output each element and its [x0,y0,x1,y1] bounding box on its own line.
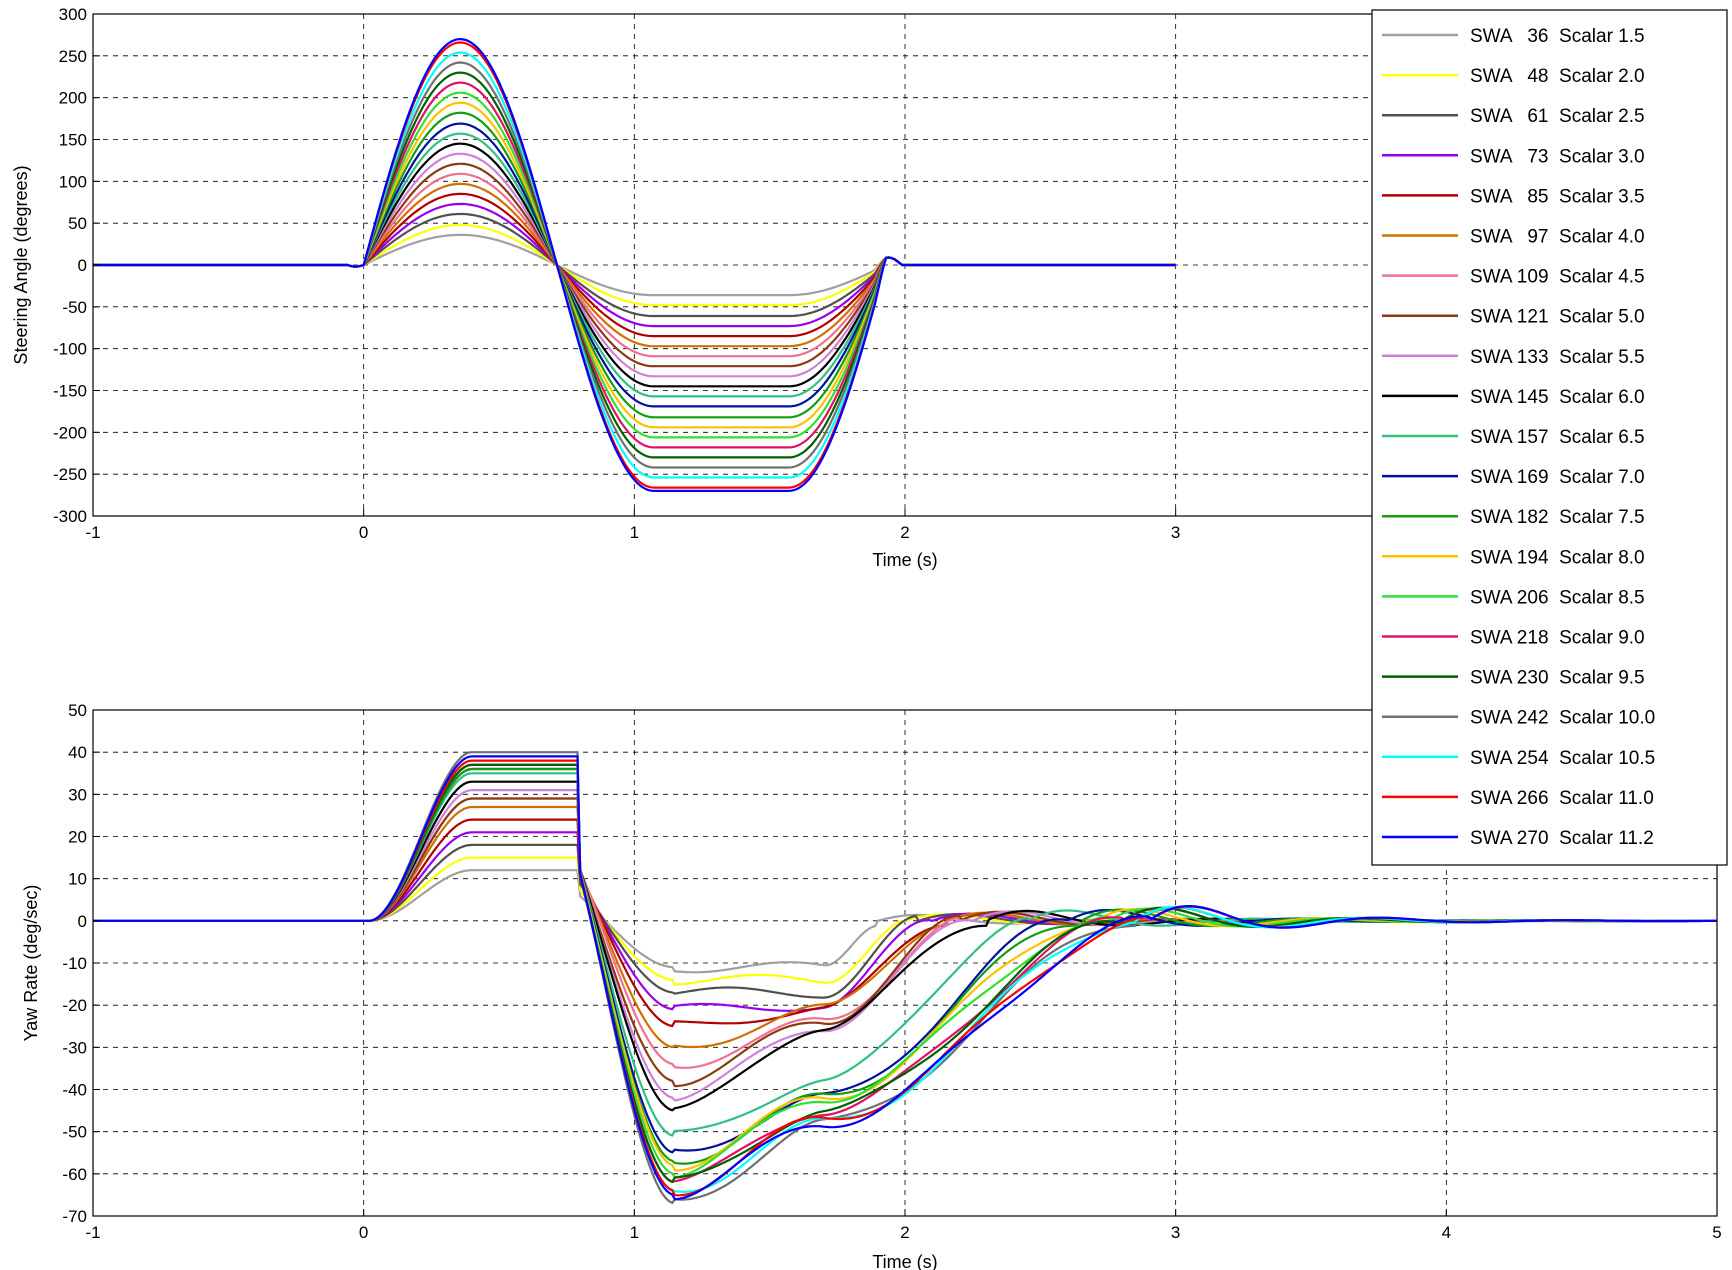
steering-y-tick-label: 100 [59,172,87,191]
yaw-y-tick-label: 20 [68,828,87,847]
legend-box [1371,9,1728,866]
yaw-x-tick-label: 1 [630,1223,639,1242]
steering-y-axis-label: Steering Angle (degrees) [11,165,31,364]
yaw-y-tick-label: 50 [68,701,87,720]
yaw-y-tick-label: 0 [78,912,87,931]
yaw-y-tick-label: 30 [68,785,87,804]
legend-entry-label: SWA 109 Scalar 4.5 [1470,267,1645,288]
yaw-y-tick-label: -40 [62,1081,87,1100]
steering-y-tick-label: 200 [59,89,87,108]
steering-y-tick-label: -250 [53,465,87,484]
yaw-y-tick-label: -20 [62,996,87,1015]
steering-x-axis-label: Time (s) [872,550,937,570]
legend-entry-label: SWA 206 Scalar 8.5 [1470,587,1645,608]
steering-y-tick-label: 250 [59,47,87,66]
legend-entry-label: SWA 230 Scalar 9.5 [1470,668,1645,689]
legend-entry-label: SWA 270 Scalar 11.2 [1470,828,1654,849]
yaw-x-tick-label: 4 [1442,1223,1451,1242]
legend-entry-label: SWA 182 Scalar 7.5 [1470,507,1645,528]
legend-entry-label: SWA 242 Scalar 10.0 [1470,708,1655,729]
legend-entry-label: SWA 85 Scalar 3.5 [1470,186,1645,207]
yaw-x-tick-label: 0 [359,1223,368,1242]
steering-y-tick-label: -200 [53,423,87,442]
steering-y-tick-label: -300 [53,507,87,526]
steering-x-tick-label: 3 [1171,523,1180,542]
steering-y-tick-label: -50 [62,298,87,317]
legend-entry-label: SWA 61 Scalar 2.5 [1470,106,1645,127]
legend-entry-label: SWA 169 Scalar 7.0 [1470,467,1645,488]
legend-entry-label: SWA 194 Scalar 8.0 [1470,547,1645,568]
yaw-x-tick-label: 5 [1712,1223,1721,1242]
steering-y-tick-label: 0 [78,256,87,275]
legend-entry-label: SWA 48 Scalar 2.0 [1470,66,1645,87]
yaw-y-tick-label: 10 [68,870,87,889]
legend-entry-label: SWA 266 Scalar 11.0 [1470,788,1654,809]
yaw-x-tick-label: -1 [85,1223,100,1242]
steering-x-tick-label: 1 [630,523,639,542]
steering-y-tick-label: -100 [53,340,87,359]
legend-entry-label: SWA 121 Scalar 5.0 [1470,307,1645,328]
steering-y-tick-label: 150 [59,131,87,150]
steering-x-tick-label: 0 [359,523,368,542]
yaw-y-tick-label: -10 [62,954,87,973]
steering-x-tick-label: 2 [900,523,909,542]
legend-entry-label: SWA 254 Scalar 10.5 [1470,748,1655,769]
legend-entry-label: SWA 145 Scalar 6.0 [1470,387,1645,408]
yaw-y-axis-label: Yaw Rate (deg/sec) [21,885,41,1042]
legend: SWA 36 Scalar 1.5 SWA 48 Scalar 2.0 SWA 61… [1371,9,1728,866]
legend-entry-label: SWA 133 Scalar 5.5 [1470,347,1645,368]
yaw-x-tick-label: 2 [900,1223,909,1242]
legend-entry-label: SWA 157 Scalar 6.5 [1470,427,1645,448]
yaw-y-tick-label: -60 [62,1165,87,1184]
steering-series-line [93,37,1176,492]
yaw-y-tick-label: -30 [62,1038,87,1057]
steering-y-tick-label: 300 [59,5,87,24]
steering-y-tick-label: 50 [68,214,87,233]
steering-y-ticks: 300 250 200 150 100 50 0 -50 -100 -150 -200 -250 -30… [53,5,100,526]
yaw-x-ticks: -1 0 1 2 3 4 5 [85,1209,1722,1242]
steering-series-lines [93,37,1176,492]
legend-entry-label: SWA 218 Scalar 9.0 [1470,628,1645,649]
steering-y-tick-label: -150 [53,382,87,401]
yaw-series-line [93,755,1717,1201]
yaw-x-axis-label: Time (s) [872,1252,937,1270]
yaw-y-tick-label: -50 [62,1123,87,1142]
yaw-y-ticks: 50 40 30 20 10 0 -10 -20 -30 -40 -50 -60 -70 [62,701,100,1226]
legend-entry-label: SWA 97 Scalar 4.0 [1470,227,1645,248]
yaw-series-lines [93,751,1717,1205]
yaw-x-tick-label: 3 [1171,1223,1180,1242]
legend-entry-label: SWA 36 Scalar 1.5 [1470,26,1645,47]
steering-x-tick-label: -1 [85,523,100,542]
yaw-y-tick-label: 40 [68,743,87,762]
legend-entry-label: SWA 73 Scalar 3.0 [1470,146,1645,167]
yaw-y-tick-label: -70 [62,1207,87,1226]
